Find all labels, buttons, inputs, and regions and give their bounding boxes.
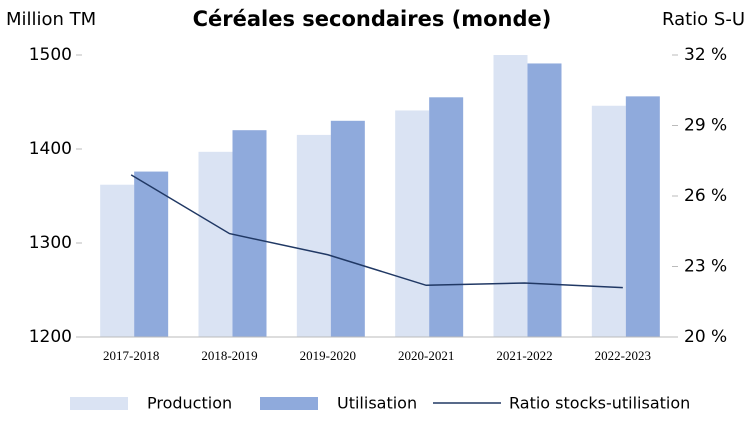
- y2-tick-label: 26 %: [684, 186, 727, 206]
- x-tick-label: 2022-2023: [595, 348, 651, 363]
- y-axis-label: Million TM: [6, 9, 96, 30]
- x-tick-label: 2020-2021: [398, 348, 454, 363]
- x-tick-label: 2021-2022: [496, 348, 552, 363]
- y2-tick-label: 23 %: [684, 257, 727, 277]
- bar: [330, 120, 365, 337]
- x-tick-label: 2018-2019: [201, 348, 257, 363]
- y-tick-label: 1300: [29, 233, 72, 253]
- legend-swatch: [260, 397, 318, 410]
- y-tick-label: 1200: [29, 327, 72, 347]
- y2-tick-label: 32 %: [684, 45, 727, 65]
- bar: [625, 96, 660, 337]
- bar: [493, 55, 528, 337]
- line: [130, 174, 623, 289]
- chart-title: Céréales secondaires (monde): [193, 7, 552, 31]
- bar: [296, 134, 331, 337]
- bar: [100, 184, 135, 337]
- y-tick-label: 1400: [29, 139, 72, 159]
- bar: [591, 105, 626, 337]
- x-tick-label: 2017-2018: [103, 348, 159, 363]
- y2-tick-label: 29 %: [684, 116, 727, 136]
- bar: [134, 171, 169, 337]
- y-tick-label: 1500: [29, 45, 72, 65]
- legend-label: Ratio stocks-utilisation: [509, 394, 690, 413]
- legend-label: Production: [147, 394, 232, 413]
- y2-tick-label: 20 %: [684, 327, 727, 347]
- bar: [395, 110, 430, 338]
- bar: [232, 130, 267, 337]
- legend-label: Utilisation: [337, 394, 417, 413]
- x-tick-label: 2019-2020: [300, 348, 356, 363]
- bar: [527, 63, 562, 338]
- y2-axis-label: Ratio S-U: [662, 9, 745, 30]
- legend-swatch: [70, 397, 128, 410]
- bar: [429, 97, 464, 337]
- bar: [198, 151, 233, 337]
